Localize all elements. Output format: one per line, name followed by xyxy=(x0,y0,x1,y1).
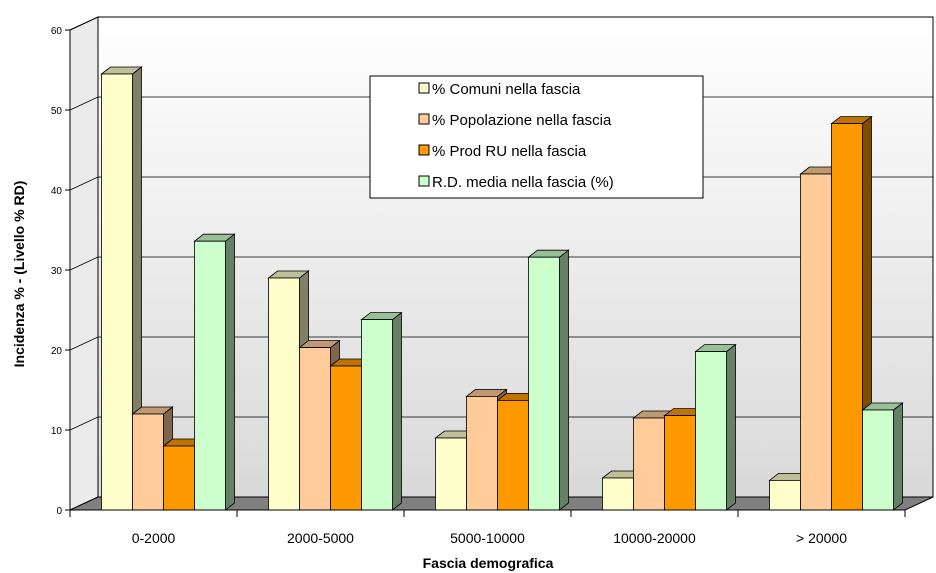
gridline xyxy=(69,16,933,31)
bar xyxy=(360,311,403,511)
bar xyxy=(694,343,737,511)
legend-item: % Popolazione nella fascia xyxy=(418,112,612,129)
legend-label: R.D. media nella fascia (%) xyxy=(432,174,614,191)
bar-front xyxy=(435,437,467,511)
bar-side xyxy=(392,311,402,511)
x-tick-label: 5000-10000 xyxy=(450,530,525,546)
bar-front xyxy=(194,240,226,511)
legend-swatch xyxy=(418,113,430,125)
bar xyxy=(100,66,143,511)
bar-front xyxy=(132,413,164,511)
x-axis-title: Fascia demografica xyxy=(423,555,554,571)
bar-front xyxy=(633,417,665,511)
bar-front xyxy=(361,319,393,511)
x-tick-label: 0-2000 xyxy=(132,530,176,546)
y-tick-label: 20 xyxy=(51,346,63,357)
bar-front xyxy=(769,479,801,511)
bar-front xyxy=(163,445,195,511)
bar-front xyxy=(268,277,300,511)
legend-item: R.D. media nella fascia (%) xyxy=(418,174,614,191)
bar-front xyxy=(299,347,331,511)
bar-front xyxy=(101,73,133,511)
y-tick-label: 10 xyxy=(51,426,63,437)
legend-label: % Popolazione nella fascia xyxy=(432,112,612,129)
x-axis: 0-2000 2000-5000 5000-10000 10000-20000 > 20… xyxy=(69,509,906,546)
bar-front xyxy=(497,399,529,511)
legend-swatch xyxy=(418,82,430,94)
bar-front xyxy=(466,395,498,511)
bar-front xyxy=(862,409,894,511)
legend-label: % Prod RU nella fascia xyxy=(432,143,587,160)
legend-item: % Prod RU nella fascia xyxy=(418,143,587,160)
legend-item: % Comuni nella fascia xyxy=(418,81,581,98)
bar-front xyxy=(695,351,727,511)
bar-front xyxy=(528,256,560,511)
bar-front xyxy=(602,477,634,511)
bar xyxy=(131,406,174,511)
bar-front xyxy=(800,173,832,511)
x-tick-label: 10000-20000 xyxy=(613,530,696,546)
y-axis-title: Incidenza % - (Livello % RD) xyxy=(11,181,27,368)
y-tick-label: 60 xyxy=(51,26,63,37)
y-tick-label: 0 xyxy=(56,506,62,517)
bar xyxy=(527,249,570,511)
legend: % Comuni nella fascia % Popolazione nella… xyxy=(369,75,704,199)
legend-label: % Comuni nella fascia xyxy=(432,81,581,98)
x-tick-label: > 20000 xyxy=(796,530,847,546)
gridline xyxy=(69,336,933,351)
bar-side xyxy=(225,233,235,511)
y-tick-label: 40 xyxy=(51,186,63,197)
legend-swatch xyxy=(418,144,430,156)
bar-side xyxy=(893,402,903,511)
bar xyxy=(861,402,904,511)
y-tick-label: 30 xyxy=(51,266,63,277)
x-tick-label: 2000-5000 xyxy=(287,530,354,546)
legend-swatch xyxy=(418,175,430,187)
bar-front xyxy=(330,365,362,511)
bar-front xyxy=(831,123,863,511)
bar-front xyxy=(664,415,696,511)
bar-side xyxy=(559,249,569,511)
y-tick-label: 50 xyxy=(51,106,63,117)
bar-side xyxy=(726,343,736,511)
y-axis: 0 10 20 30 40 50 60 xyxy=(51,26,71,517)
bar xyxy=(193,233,236,511)
gridline xyxy=(69,256,933,271)
